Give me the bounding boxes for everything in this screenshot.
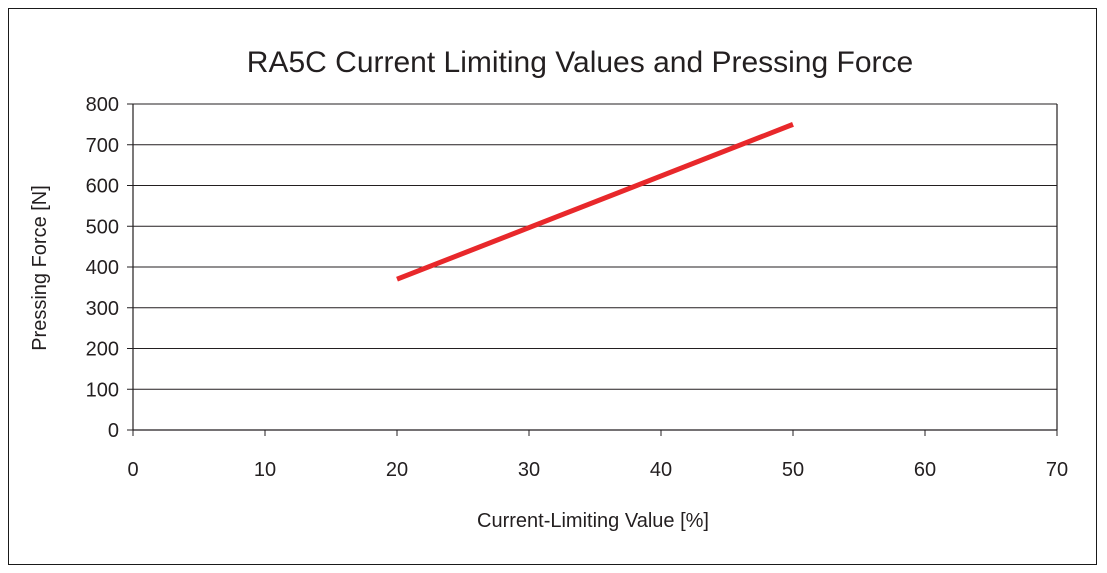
x-tick-label: 70: [1046, 459, 1068, 481]
x-tick-label: 50: [782, 459, 804, 481]
x-tick-label: 30: [518, 459, 540, 481]
chart-frame: [8, 8, 1097, 565]
x-tick-labels: 0 10 20 30 40 50 60 70: [127, 459, 1068, 481]
axes: [127, 103, 1058, 436]
x-tick-label: 10: [254, 459, 276, 481]
y-tick-label: 500: [86, 216, 119, 238]
x-axis-label: Current-Limiting Value [%]: [477, 510, 709, 532]
series-line-1: [396, 122, 794, 282]
y-tick-label: 300: [86, 298, 119, 320]
y-tick-label: 0: [108, 420, 119, 442]
y-tick-label: 200: [86, 339, 119, 361]
y-tick-labels: 0 100 200 300 400 500 600 700 800: [86, 94, 119, 442]
x-tick-label: 0: [127, 459, 138, 481]
y-axis-label: Pressing Force [N]: [29, 185, 51, 351]
y-tick-label: 600: [86, 176, 119, 198]
y-tick-label: 400: [86, 257, 119, 279]
x-tick-label: 20: [386, 459, 408, 481]
y-tick-label: 800: [86, 94, 119, 116]
x-tick-label: 40: [650, 459, 672, 481]
series-group: [396, 122, 794, 282]
x-tick-label: 60: [914, 459, 936, 481]
y-tick-label: 700: [86, 135, 119, 157]
chart-title: RA5C Current Limiting Values and Pressin…: [247, 46, 913, 79]
y-tick-label: 100: [86, 379, 119, 401]
gridlines: [133, 103, 1057, 390]
